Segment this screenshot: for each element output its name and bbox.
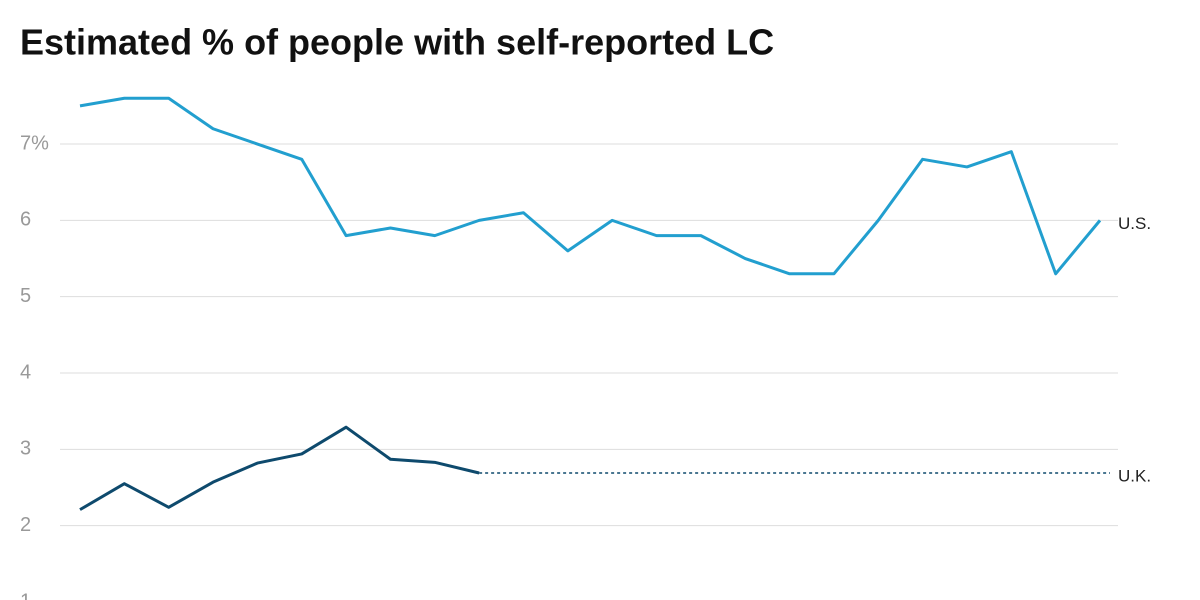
y-tick-label: 5 [20,285,31,307]
series-line [79,425,480,511]
y-tick-label: 4 [20,361,31,383]
y-tick-label: 1 [20,590,31,600]
series-label: U.S. [1118,214,1151,233]
series-line [79,96,1102,276]
y-tick-label: 2 [20,514,31,536]
series-label: U.K. [1118,466,1151,485]
y-tick-label: 7% [20,132,49,154]
chart-title: Estimated % of people with self-reported… [20,22,774,63]
y-tick-label: 6 [20,209,31,231]
y-tick-label: 3 [20,438,31,460]
